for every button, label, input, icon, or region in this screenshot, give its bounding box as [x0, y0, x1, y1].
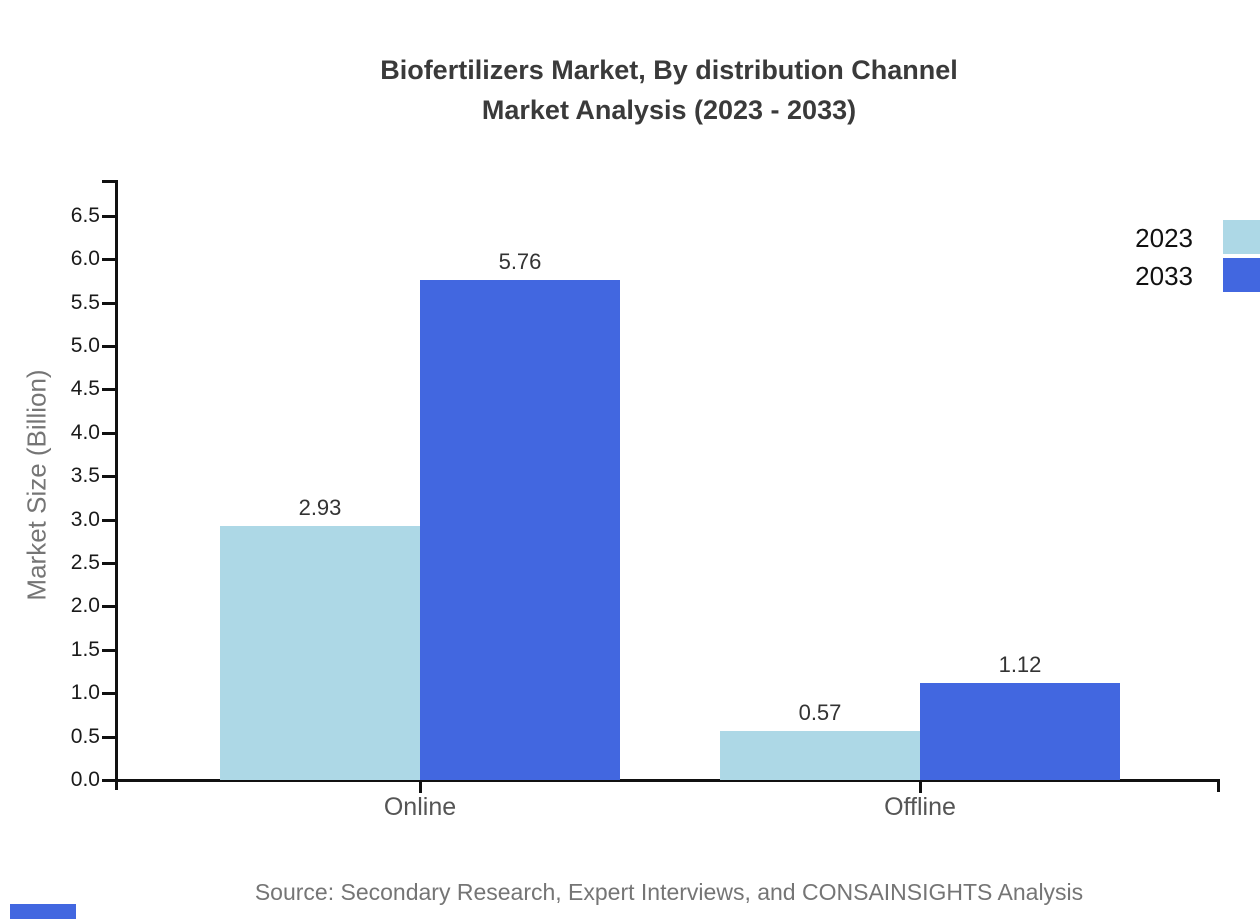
chart-title-line1: Biofertilizers Market, By distribution C… — [380, 55, 958, 85]
x-category-label: Offline — [884, 793, 956, 821]
y-tick — [102, 518, 115, 522]
y-tick — [102, 692, 115, 696]
bar-value-label: 1.12 — [998, 651, 1042, 677]
y-tick — [102, 475, 115, 479]
y-tick — [102, 258, 115, 262]
x-axis-line — [102, 779, 1220, 782]
y-tick — [102, 388, 115, 392]
y-tick — [102, 301, 115, 305]
bar-2033-online — [420, 280, 620, 780]
y-tick — [102, 431, 115, 435]
y-tick-label: 5.5 — [70, 290, 100, 314]
y-tick — [102, 214, 115, 218]
y-tick-label: 3.0 — [70, 507, 100, 531]
x-category-label: Online — [383, 793, 457, 821]
y-tick-label: 6.0 — [70, 247, 100, 271]
legend-label-2033: 2033 — [1135, 261, 1193, 291]
bar-2033-offline — [920, 682, 1120, 780]
y-axis-line — [115, 180, 118, 790]
y-axis-top-cap — [102, 180, 115, 183]
y-tick-label: 0.0 — [70, 768, 100, 791]
y-tick — [102, 605, 115, 609]
brand-mark — [10, 904, 76, 919]
y-tick-label: 4.5 — [70, 377, 100, 401]
chart-title-line2: Market Analysis (2023 - 2033) — [481, 95, 857, 125]
y-tick-label: 6.5 — [70, 203, 100, 227]
y-tick-label: 2.0 — [70, 594, 100, 618]
y-tick-label: 1.5 — [70, 637, 100, 661]
y-tick — [102, 735, 115, 739]
x-tick — [419, 782, 422, 793]
x-axis-right-cap — [1217, 779, 1220, 792]
legend-swatch-2033 — [1223, 258, 1260, 292]
y-tick-label: 1.0 — [70, 681, 100, 705]
y-tick-label: 0.5 — [70, 724, 100, 748]
y-tick — [102, 562, 115, 565]
bar-value-label: 0.57 — [798, 699, 842, 725]
y-tick — [102, 345, 115, 348]
source-note: Source: Secondary Research, Expert Inter… — [254, 879, 1084, 905]
bar-value-label: 2.93 — [298, 494, 342, 520]
legend-swatch-2023 — [1223, 220, 1260, 254]
bar-value-label: 5.76 — [498, 249, 542, 275]
y-tick-label: 4.0 — [70, 420, 100, 444]
y-tick — [102, 648, 115, 652]
bar-2023-online — [220, 525, 420, 780]
y-tick-label: 3.5 — [70, 464, 100, 488]
chart-title: Biofertilizers Market, By distribution C… — [118, 50, 1220, 130]
y-tick-label: 5.0 — [70, 334, 100, 357]
legend-label-2023: 2023 — [1135, 223, 1193, 253]
x-tick — [919, 782, 922, 793]
bar-2023-offline — [720, 730, 920, 780]
y-tick-label: 2.5 — [70, 551, 100, 574]
